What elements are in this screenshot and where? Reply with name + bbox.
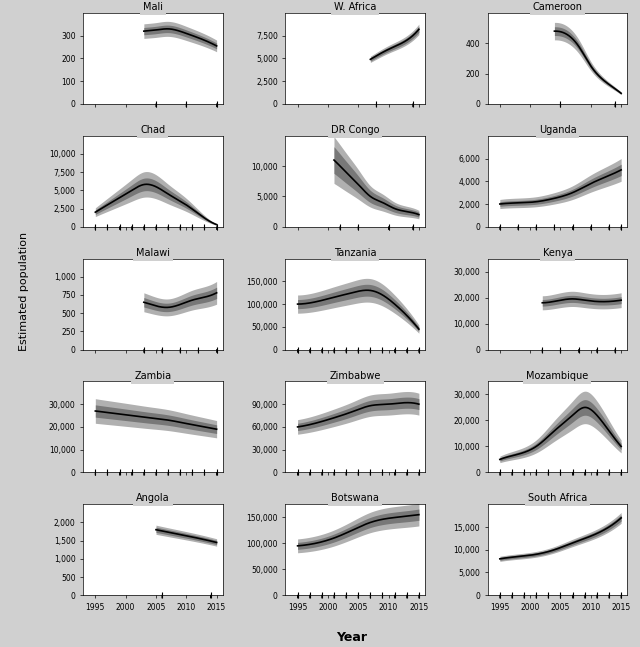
Title: Mozambique: Mozambique xyxy=(526,371,589,380)
Title: Chad: Chad xyxy=(140,125,166,135)
Title: South Africa: South Africa xyxy=(528,494,587,503)
Text: Year: Year xyxy=(337,631,367,644)
Title: Kenya: Kenya xyxy=(543,248,572,258)
Title: Zimbabwe: Zimbabwe xyxy=(330,371,381,380)
Title: Botswana: Botswana xyxy=(332,494,379,503)
Title: Angola: Angola xyxy=(136,494,170,503)
Text: Estimated population: Estimated population xyxy=(19,232,29,351)
Title: DR Congo: DR Congo xyxy=(331,125,380,135)
Title: Malawi: Malawi xyxy=(136,248,170,258)
Title: Mali: Mali xyxy=(143,2,163,12)
Title: W. Africa: W. Africa xyxy=(334,2,376,12)
Title: Tanzania: Tanzania xyxy=(334,248,376,258)
Title: Cameroon: Cameroon xyxy=(532,2,582,12)
Title: Zambia: Zambia xyxy=(134,371,172,380)
Title: Uganda: Uganda xyxy=(539,125,576,135)
